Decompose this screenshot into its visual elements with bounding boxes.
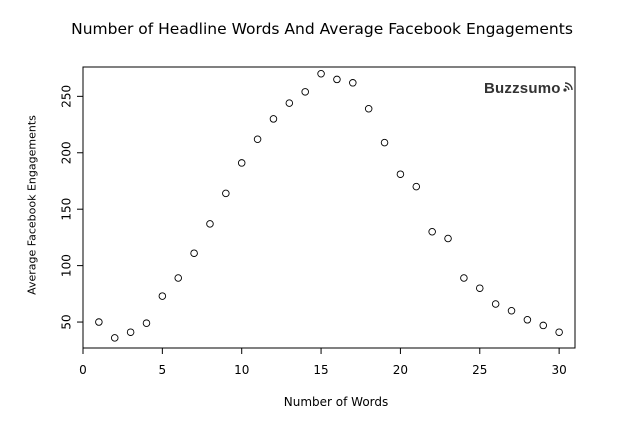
data-point (444, 234, 452, 243)
data-point (237, 159, 246, 167)
data-point (206, 220, 214, 228)
data-point (333, 75, 341, 84)
y-tick-label: 200 (60, 141, 74, 164)
data-point (380, 138, 389, 147)
data-point (285, 99, 294, 107)
data-point (349, 79, 357, 87)
y-axis-label: Average Facebook Engagements (25, 115, 39, 295)
data-point (507, 307, 516, 315)
data-point (95, 318, 103, 326)
data-point (142, 319, 151, 327)
data-point (110, 334, 119, 342)
x-axis-label: Number of Words (283, 395, 389, 409)
data-point (460, 274, 468, 282)
data-point (174, 274, 182, 282)
data-point (396, 170, 405, 178)
y-tick-label: 100 (60, 254, 74, 277)
data-points (95, 70, 563, 342)
x-tick-label: 30 (551, 363, 566, 377)
data-point (158, 292, 167, 300)
x-axis: 0 5 10 15 20 25 30 (79, 348, 567, 377)
logo-text: Buzzsumo (484, 80, 561, 97)
data-point (428, 228, 436, 236)
buzzsumo-logo: Buzzsumo (484, 80, 574, 97)
y-tick-label: 250 (60, 85, 74, 108)
data-point (253, 135, 262, 143)
data-point (317, 70, 325, 78)
data-point (539, 321, 548, 330)
x-tick-label: 10 (234, 363, 249, 377)
chart-title: Number of Headline Words And Average Fac… (71, 20, 573, 38)
signal-waves-icon (563, 82, 573, 92)
x-tick-label: 25 (472, 363, 487, 377)
data-point (190, 249, 198, 257)
data-point (412, 182, 421, 191)
x-tick-label: 15 (313, 363, 328, 377)
data-point (301, 88, 309, 96)
x-tick-label: 0 (79, 363, 87, 377)
y-tick-label: 50 (60, 314, 74, 329)
x-tick-label: 5 (159, 363, 167, 377)
y-tick-label: 150 (60, 198, 74, 221)
data-point (476, 284, 484, 292)
data-point (491, 300, 500, 308)
plot-frame (82, 66, 576, 349)
x-tick-label: 20 (393, 363, 408, 377)
data-point (523, 316, 532, 324)
data-point (126, 328, 135, 336)
data-point (364, 105, 373, 113)
data-point (269, 115, 278, 123)
data-point (555, 328, 563, 336)
data-point (222, 189, 230, 198)
y-axis: 50 100 150 200 250 (60, 85, 83, 330)
